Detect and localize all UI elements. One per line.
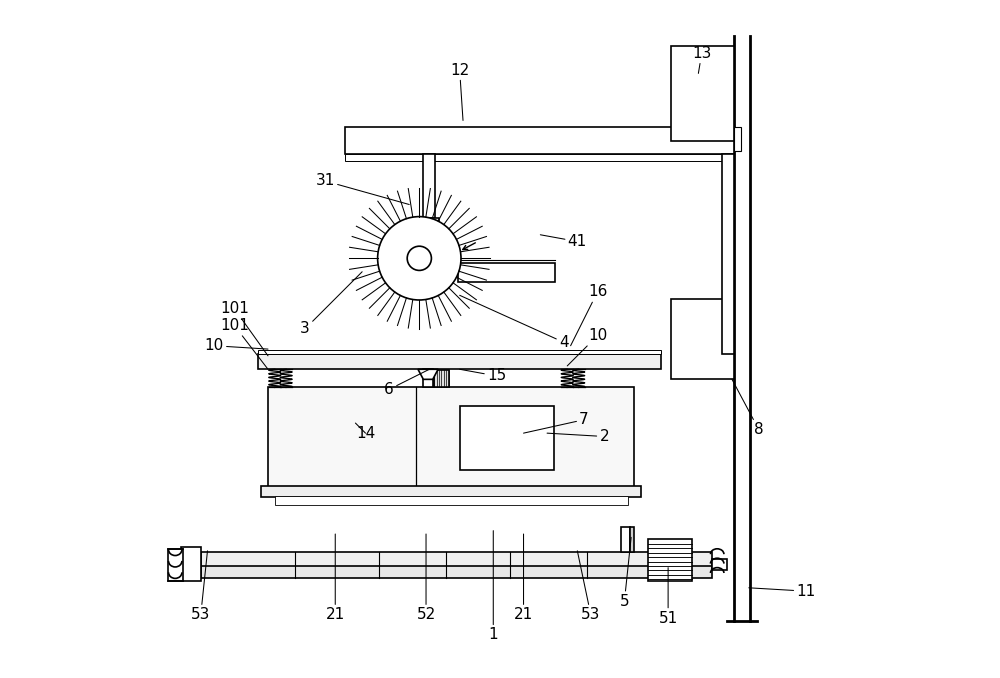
Text: 4: 4 [460,296,569,350]
Text: 8: 8 [732,380,764,437]
Text: 21: 21 [326,534,345,622]
Text: 1: 1 [488,531,498,642]
Bar [345,127,734,154]
Bar [420,218,439,245]
Polygon shape [418,370,438,380]
Text: 21: 21 [514,534,533,622]
Bar [423,370,433,387]
Bar [261,486,641,497]
Text: 2: 2 [547,429,609,444]
Bar [712,559,727,570]
Bar [460,406,554,470]
Text: 52: 52 [416,534,436,622]
Bar [201,565,712,578]
Bar [722,154,734,355]
Circle shape [407,246,431,271]
Bar [423,154,435,218]
Bar [181,547,201,581]
Text: 6: 6 [384,370,429,397]
Bar [458,263,555,282]
Text: 101: 101 [220,318,268,370]
Bar [258,355,661,370]
Bar [434,370,449,387]
Bar [671,298,734,380]
Bar [258,350,661,355]
Bar [168,549,183,581]
Text: 14: 14 [355,423,375,441]
Text: 53: 53 [577,551,600,622]
Text: 7: 7 [524,412,589,433]
Text: 13: 13 [692,45,711,73]
Text: 51: 51 [658,567,678,626]
Text: 15: 15 [460,368,506,384]
Circle shape [378,216,461,300]
Text: 41: 41 [540,234,587,249]
Bar [648,539,692,581]
Text: 3: 3 [300,272,362,336]
Text: 5: 5 [620,538,631,609]
Bar [630,527,634,552]
Bar [345,154,734,161]
Text: 53: 53 [191,551,210,622]
Text: 101: 101 [220,301,268,356]
Bar [201,552,712,567]
Bar [268,387,634,487]
Text: 11: 11 [749,584,816,599]
Bar [621,527,630,552]
Bar [734,127,741,151]
Bar [671,47,734,140]
Text: 10: 10 [205,338,268,353]
Text: 16: 16 [571,285,607,346]
Text: 10: 10 [567,328,607,366]
Text: 31: 31 [315,174,409,205]
Bar [275,496,628,505]
Text: 12: 12 [450,62,469,121]
